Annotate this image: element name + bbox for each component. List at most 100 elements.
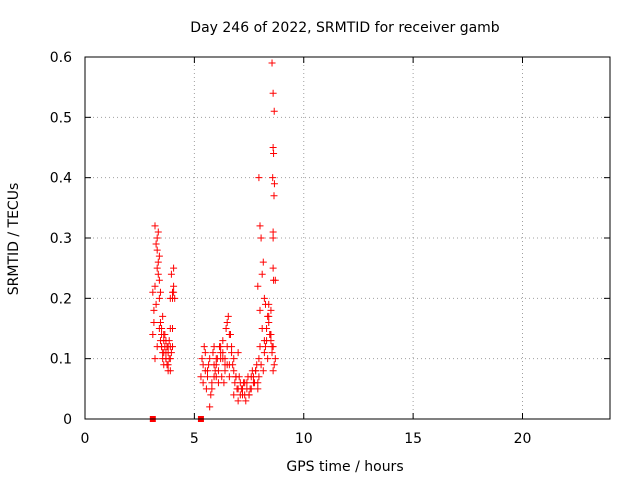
data-point-mark [224,312,232,320]
data-point-mark [156,288,164,296]
y-tick-label: 0.5 [50,110,72,126]
data-point-mark [162,337,170,345]
data-point-mark [230,391,238,399]
data-point-mark [217,343,225,351]
data-point-mark [167,349,175,357]
y-axis-label: SRMTID / TECUs [6,183,22,296]
data-point-mark [150,318,158,326]
x-tick-label: 20 [514,431,532,447]
data-point-mark [255,355,263,363]
data-point-mark [166,367,174,375]
data-point-mark [269,228,277,236]
axes: 0 5 10 15 20 0 0.1 0.2 0.3 0.4 0.5 0.6 [50,50,610,447]
y-tick-label: 0 [63,412,72,428]
data-point-mark [201,349,209,357]
data-point-mark [266,331,274,339]
data-point-mark [225,331,233,339]
data-point-mark [268,349,276,357]
data-point-mark [201,367,209,375]
data-point-mark [269,174,277,182]
data-point-mark [156,318,164,326]
data-point-mark [254,385,262,393]
data-point-mark [265,318,273,326]
data-point-mark [267,337,275,345]
data-point-mark [257,234,265,242]
data-point-mark [166,294,174,302]
data-point-mark [234,397,242,405]
data-point-mark [234,349,242,357]
data-point-mark [247,385,255,393]
data-point-mark [270,107,278,115]
data-point-mark [269,144,277,151]
data-point-mark [219,349,227,357]
data-point-mark [245,391,253,399]
data-point-mark [209,349,217,357]
data-point-mark [211,367,219,375]
grid [85,57,610,419]
y-tick-label: 0.3 [50,231,72,247]
data-point-mark [149,288,157,296]
data-point-mark [263,325,271,332]
x-tick-label: 5 [190,431,199,447]
data-point-mark [149,331,157,339]
data-point-mark [153,264,161,272]
chart-title: Day 246 of 2022, SRMTID for receiver gam… [190,20,500,36]
data-point-mark [254,379,262,387]
data-point-mark [205,361,213,369]
data-point-mark [198,355,206,363]
data-point-mark [265,312,273,320]
data-point-mark [164,361,172,369]
data-point-mark [210,343,218,351]
data-point-mark [154,270,162,278]
data-point-mark [270,150,278,158]
data-point-mark [152,300,160,308]
x-axis-label: GPS time / hours [286,459,403,475]
data-point-mark [158,325,166,332]
data-point-mark [221,367,229,375]
data-point-mark [210,373,218,381]
y-tick-label: 0.6 [50,50,72,66]
data-point-mark [206,355,214,363]
data-point-mark [268,59,276,67]
x-tick-label: 10 [295,431,313,447]
data-point-mark [228,343,236,351]
data-point-mark [270,192,278,200]
data-point-mark [258,270,266,278]
data-point-mark [170,264,178,272]
data-point-mark [254,282,262,290]
data-marks [149,59,279,422]
y-tick-label: 0.4 [50,171,72,187]
data-point-mark [155,276,163,284]
data-point-mark [232,373,240,381]
data-point-mark [206,403,214,411]
data-point-mark [150,306,158,314]
data-point-mark [204,373,211,381]
x-tick-label: 0 [81,431,90,447]
data-point-mark [214,379,222,387]
data-point-mark [160,349,168,357]
data-point-mark [218,373,226,381]
data-point-mark [269,89,277,97]
data-point-mark [208,385,216,393]
data-point-mark [268,343,276,351]
data-point-mark [153,246,161,254]
data-point-mark [271,355,279,363]
data-point-mark [151,355,159,363]
data-point-mark [161,331,169,339]
data-point-mark [170,282,178,290]
data-point-mark [259,367,267,375]
data-point-mark [252,367,260,375]
data-point-mark [153,234,161,242]
data-point-mark [207,391,215,399]
data-point-mark [260,337,268,345]
data-point-mark [154,258,162,266]
data-point-mark [269,234,277,242]
data-point-mark [257,361,265,369]
data-point-mark [242,397,250,405]
data-point-mark [197,373,205,381]
data-point-mark [270,361,278,369]
data-point-mark [261,343,269,351]
data-point-mark [225,373,233,381]
data-point-mark [219,337,227,345]
data-point-mark [167,270,175,278]
